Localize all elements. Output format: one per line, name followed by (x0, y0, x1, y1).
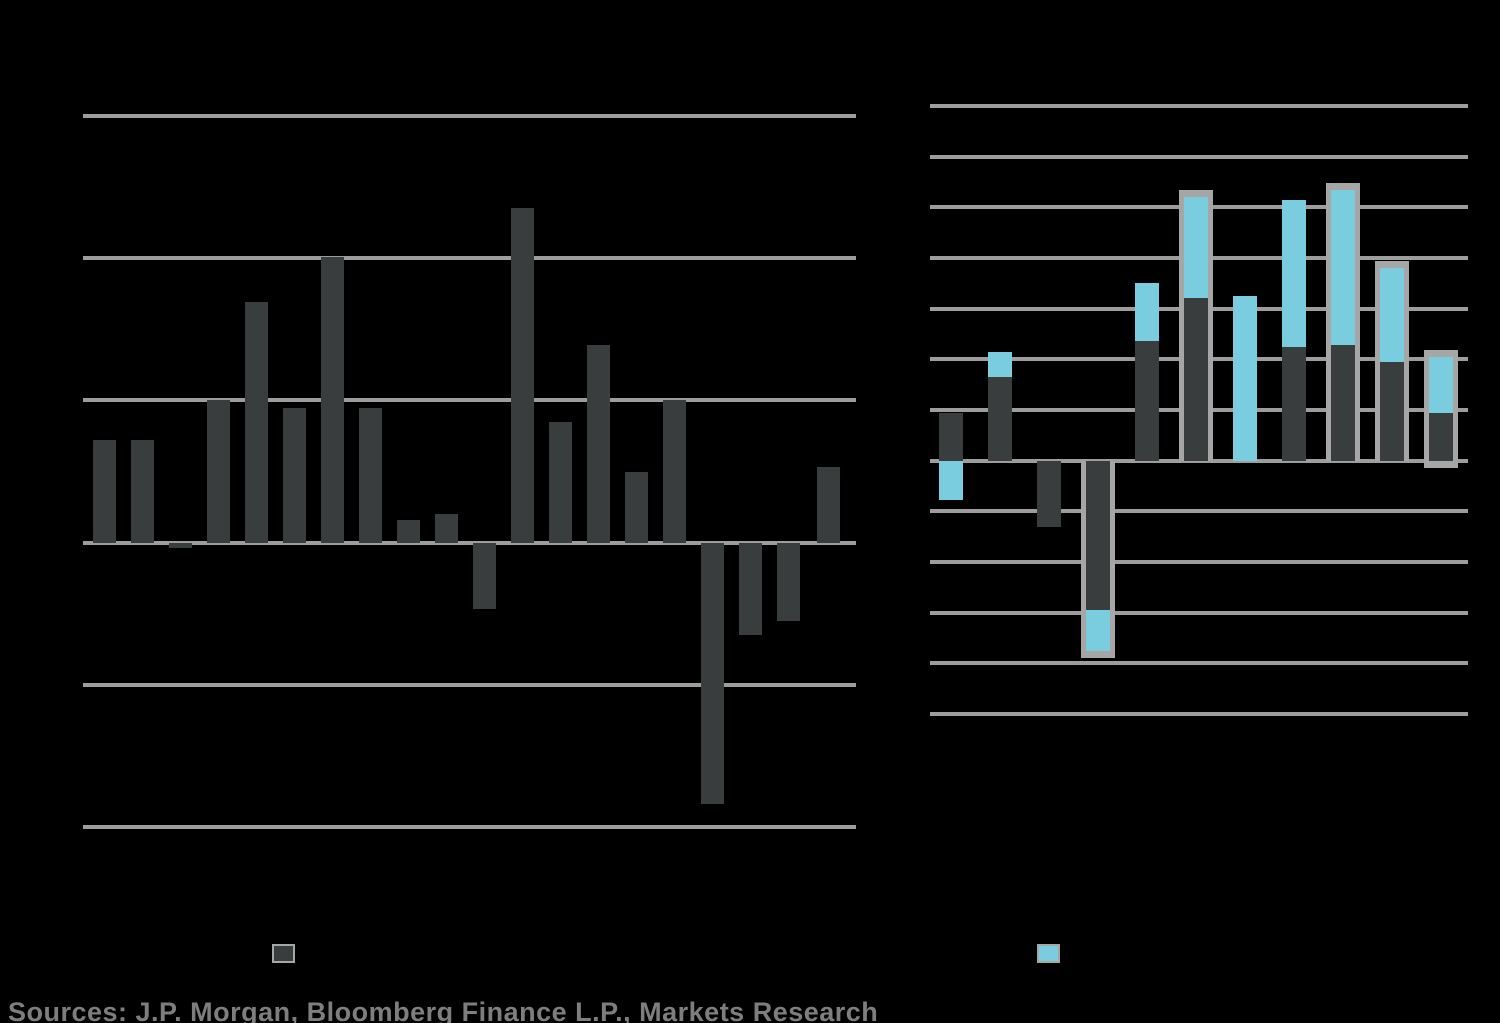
left-chart-bar (776, 542, 800, 621)
left-chart-bar (206, 400, 230, 543)
y-axis-gridline (83, 114, 856, 118)
y-axis-gridline (930, 458, 1468, 463)
cyan-series-segment (988, 351, 1012, 377)
dark-series-segment (988, 376, 1012, 461)
left-chart-bar (396, 519, 420, 543)
y-axis-gridline (930, 661, 1468, 666)
y-axis-gridline (83, 398, 856, 403)
left-chart-bar (282, 407, 306, 543)
cyan-series-segment (1135, 282, 1159, 341)
left-chart-bar (320, 256, 344, 543)
legend-swatch-cyan-series (1037, 944, 1060, 963)
y-axis-gridline (83, 540, 856, 545)
cyan-series-segment (1282, 199, 1306, 347)
left-chart-bar (244, 302, 268, 543)
cyan-series-segment (1184, 196, 1208, 298)
legend-swatch-dark-series (272, 944, 295, 963)
left-chart-bar (738, 542, 762, 636)
y-axis-gridline (930, 560, 1468, 565)
left-chart-bar (92, 440, 116, 543)
left-chart-bar (130, 440, 154, 543)
cyan-series-segment (1233, 295, 1257, 461)
cyan-series-segment (1331, 189, 1355, 345)
left-chart-bar (510, 208, 534, 543)
dark-series-segment (1380, 361, 1404, 461)
y-axis-gridline (930, 712, 1468, 717)
dark-series-segment (939, 412, 963, 461)
left-chart-bar (816, 467, 840, 543)
left-chart-bar (472, 542, 496, 610)
left-chart-bar (700, 542, 724, 805)
y-axis-gridline (930, 610, 1468, 615)
y-axis-gridline (83, 682, 856, 687)
left-chart-bar (662, 400, 686, 543)
dark-series-segment (1086, 460, 1110, 611)
cyan-series-segment (1086, 610, 1110, 651)
left-chart-bar (358, 407, 382, 543)
source-attribution-text: Sources: J.P. Morgan, Bloomberg Finance … (8, 997, 879, 1023)
dark-series-segment (1184, 297, 1208, 461)
y-axis-gridline (83, 256, 856, 261)
y-axis-gridline (930, 154, 1468, 159)
left-chart-bar (548, 421, 572, 543)
dark-series-segment (1037, 460, 1061, 527)
y-axis-gridline (83, 825, 856, 829)
left-chart-bar (586, 344, 610, 543)
cyan-series-segment (939, 460, 963, 501)
left-chart-bar (168, 542, 192, 549)
y-axis-gridline (930, 104, 1468, 108)
left-chart-bar (434, 514, 458, 543)
cyan-series-segment (1380, 267, 1404, 362)
dark-series-segment (1331, 344, 1355, 461)
dark-series-segment (1135, 340, 1159, 461)
dark-series-segment (1429, 412, 1453, 461)
cyan-series-segment (1429, 356, 1453, 413)
left-chart-bar (624, 471, 648, 543)
y-axis-gridline (930, 509, 1468, 514)
dark-series-segment (1282, 346, 1306, 461)
